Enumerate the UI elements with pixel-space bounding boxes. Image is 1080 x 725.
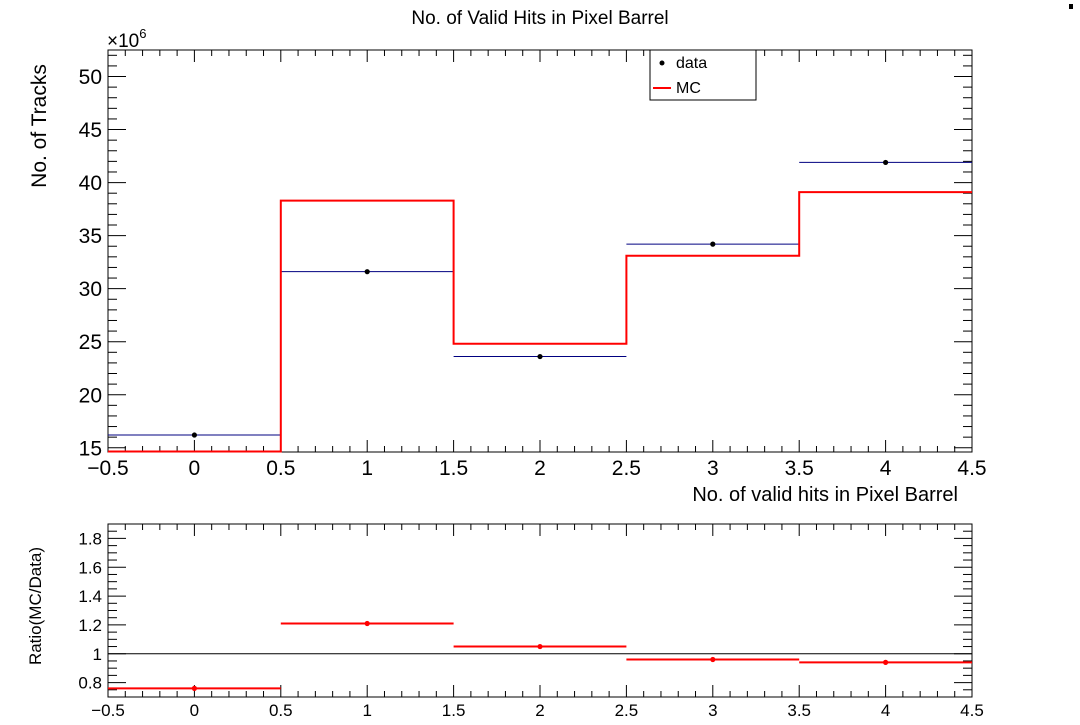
corner-marker bbox=[1069, 4, 1073, 9]
ratio-y-tick-label: 1.4 bbox=[78, 587, 102, 606]
mc-histogram-line bbox=[108, 191, 972, 453]
ratio-plot-panel: −0.5 0 0.5 1 1.5 2 2.5 3 3.5 4 4.5 0.8 1 1.2 1.4 1.6 1.8 bbox=[78, 523, 984, 720]
ratio-point bbox=[883, 659, 889, 666]
ratio-x-tick-label: 4 bbox=[881, 701, 890, 720]
main-y-tick-label: 45 bbox=[79, 119, 102, 142]
chart-title: No. of Valid Hits in Pixel Barrel bbox=[411, 8, 668, 29]
ratio-x-tick-label: 3 bbox=[708, 701, 717, 720]
main-plot-marks bbox=[108, 159, 972, 453]
data-point bbox=[883, 159, 889, 166]
legend-box bbox=[649, 49, 757, 101]
ratio-plot-marks bbox=[108, 620, 972, 691]
x-axis-label: No. of valid hits in Pixel Barrel bbox=[692, 484, 958, 506]
ratio-y-axis-label: Ratio(MC/Data) bbox=[26, 547, 45, 665]
main-x-tick-label: 4.5 bbox=[957, 457, 986, 480]
ratio-x-tick-label: 1 bbox=[362, 701, 371, 720]
main-x-tick-label: 3 bbox=[707, 457, 719, 480]
main-y-tick-label: 15 bbox=[79, 437, 102, 460]
main-x-tick-label: 1 bbox=[361, 457, 373, 480]
y-axis-label: No. of Tracks bbox=[28, 64, 51, 188]
legend-label-data: data bbox=[676, 55, 707, 72]
ratio-y-tick-label: 1.2 bbox=[78, 616, 102, 635]
ratio-x-tick-label: 2.5 bbox=[615, 701, 639, 720]
ratio-y-tick-label: 1.6 bbox=[78, 558, 102, 577]
main-y-tick-label: 30 bbox=[79, 278, 102, 301]
main-y-tick-label: 50 bbox=[79, 66, 102, 89]
main-y-tick-label: 20 bbox=[79, 384, 102, 407]
ratio-y-tick-label: 1.8 bbox=[78, 530, 102, 549]
ratio-x-tick-label: 1.5 bbox=[442, 701, 466, 720]
ratio-x-tick-label: 2 bbox=[535, 701, 544, 720]
data-point bbox=[710, 241, 716, 247]
main-x-tick-label: 1.5 bbox=[439, 457, 468, 480]
ratio-x-tick-label: −0.5 bbox=[91, 701, 125, 720]
main-plot-panel: −0.5 0 0.5 1 1.5 2 2.5 3 3.5 4 4.5 15 20 25 30 35 40 45 50 bbox=[79, 49, 987, 480]
ratio-axis-ticks bbox=[107, 523, 973, 698]
ratio-x-tick-label: 0.5 bbox=[269, 701, 293, 720]
ratio-x-tick-label: 0 bbox=[190, 701, 199, 720]
ratio-point bbox=[191, 685, 197, 691]
main-x-tick-label: 3.5 bbox=[785, 457, 814, 480]
legend-marker-data bbox=[659, 60, 665, 66]
data-point bbox=[364, 269, 370, 275]
main-y-tick-label: 40 bbox=[79, 172, 102, 195]
ratio-point bbox=[537, 643, 543, 650]
main-y-tick-label: 25 bbox=[79, 331, 102, 354]
legend: data MC bbox=[649, 49, 757, 101]
ratio-point bbox=[710, 656, 716, 663]
data-point bbox=[191, 432, 197, 438]
main-axis-ticks bbox=[107, 50, 973, 452]
ratio-x-tick-label: 4.5 bbox=[960, 701, 984, 720]
ratio-point bbox=[364, 620, 370, 627]
ratio-x-tick-label: 3.5 bbox=[787, 701, 811, 720]
ratio-y-tick-label: 0.8 bbox=[78, 674, 102, 693]
main-y-tick-label: 35 bbox=[79, 225, 102, 248]
main-x-tick-label: 4 bbox=[880, 457, 892, 480]
legend-label-mc: MC bbox=[676, 80, 701, 97]
data-point bbox=[537, 353, 543, 360]
main-x-tick-label: 2.5 bbox=[612, 457, 641, 480]
main-plot-frame bbox=[107, 49, 973, 453]
y-multiplier: ×106 bbox=[107, 26, 146, 52]
ratio-axis-labels: −0.5 0 0.5 1 1.5 2 2.5 3 3.5 4 4.5 0.8 1 1.2 1.4 1.6 1.8 bbox=[78, 530, 983, 720]
main-axis-labels: −0.5 0 0.5 1 1.5 2 2.5 3 3.5 4 4.5 15 20 25 30 35 40 45 50 bbox=[79, 66, 987, 480]
ratio-plot-frame bbox=[107, 523, 973, 698]
ratio-y-tick-label: 1 bbox=[93, 645, 102, 664]
main-x-tick-label: 0.5 bbox=[266, 457, 295, 480]
main-x-tick-label: −0.5 bbox=[87, 457, 128, 480]
main-x-tick-label: 0 bbox=[189, 457, 201, 480]
main-x-tick-label: 2 bbox=[534, 457, 546, 480]
